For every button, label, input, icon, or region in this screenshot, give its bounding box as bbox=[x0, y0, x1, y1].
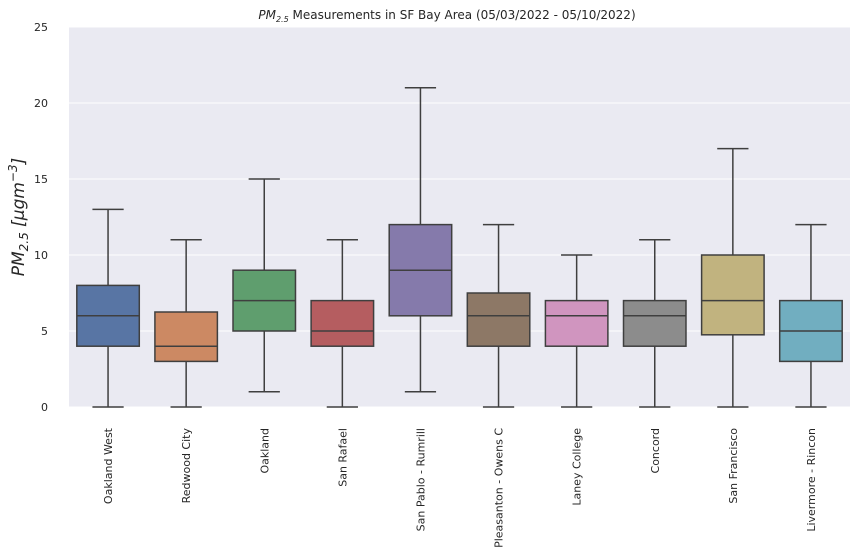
y-tick-label: 20 bbox=[34, 97, 48, 110]
box-group bbox=[388, 87, 453, 393]
chart-title: PM2.5 Measurements in SF Bay Area (05/03… bbox=[258, 8, 635, 24]
box-group bbox=[700, 147, 765, 408]
box-group bbox=[466, 223, 531, 408]
ylabel-main: PM bbox=[9, 251, 29, 276]
x-tick-label: Concord bbox=[649, 428, 662, 473]
x-tick-label: Oakland West bbox=[102, 427, 115, 504]
box-group bbox=[622, 239, 687, 408]
x-tick-label: Livermore - Rincon bbox=[805, 428, 818, 532]
y-tick-label: 5 bbox=[41, 325, 48, 338]
iqr-box bbox=[622, 299, 687, 347]
boxes bbox=[76, 87, 843, 408]
x-tick-label: Laney College bbox=[571, 428, 584, 506]
title-rest: Measurements in SF Bay Area (05/03/2022 … bbox=[289, 8, 636, 22]
box-group bbox=[232, 178, 297, 393]
x-tick-label: Redwood City bbox=[180, 428, 193, 504]
box-group bbox=[778, 223, 843, 408]
y-tick-labels: 0 5 10 15 20 25 bbox=[34, 21, 48, 414]
y-axis-label: PM2.5 [μgm−3] bbox=[6, 158, 31, 277]
ylabel-rest: [μgm bbox=[9, 182, 29, 232]
iqr-box bbox=[544, 299, 609, 347]
y-tick-label: 15 bbox=[34, 173, 48, 186]
title-sub: 2.5 bbox=[276, 15, 289, 24]
box-group bbox=[310, 239, 375, 408]
y-tick-label: 10 bbox=[34, 249, 48, 262]
ylabel-sup: −3 bbox=[6, 164, 20, 182]
x-tick-label: San Francisco bbox=[727, 428, 740, 504]
y-tick-label: 0 bbox=[41, 401, 48, 414]
ylabel-sub: 2.5 bbox=[17, 232, 31, 251]
ylabel-close: ] bbox=[9, 158, 29, 166]
x-tick-labels: Oakland West Redwood City Oakland San Rafae… bbox=[102, 427, 818, 548]
box-group bbox=[544, 254, 609, 408]
iqr-box bbox=[700, 254, 765, 336]
x-tick-label: Pleasanton - Owens C bbox=[493, 428, 506, 548]
y-tick-label: 25 bbox=[34, 21, 48, 34]
iqr-box bbox=[310, 299, 375, 347]
iqr-box bbox=[466, 292, 531, 347]
iqr-box bbox=[154, 311, 219, 363]
x-tick-label: San Pablo - Rumrill bbox=[414, 428, 427, 531]
x-tick-label: San Rafael bbox=[336, 428, 349, 487]
title-main: PM bbox=[258, 8, 276, 22]
box-group bbox=[76, 208, 141, 408]
x-tick-label: Oakland bbox=[258, 428, 271, 474]
box-group bbox=[154, 239, 219, 408]
